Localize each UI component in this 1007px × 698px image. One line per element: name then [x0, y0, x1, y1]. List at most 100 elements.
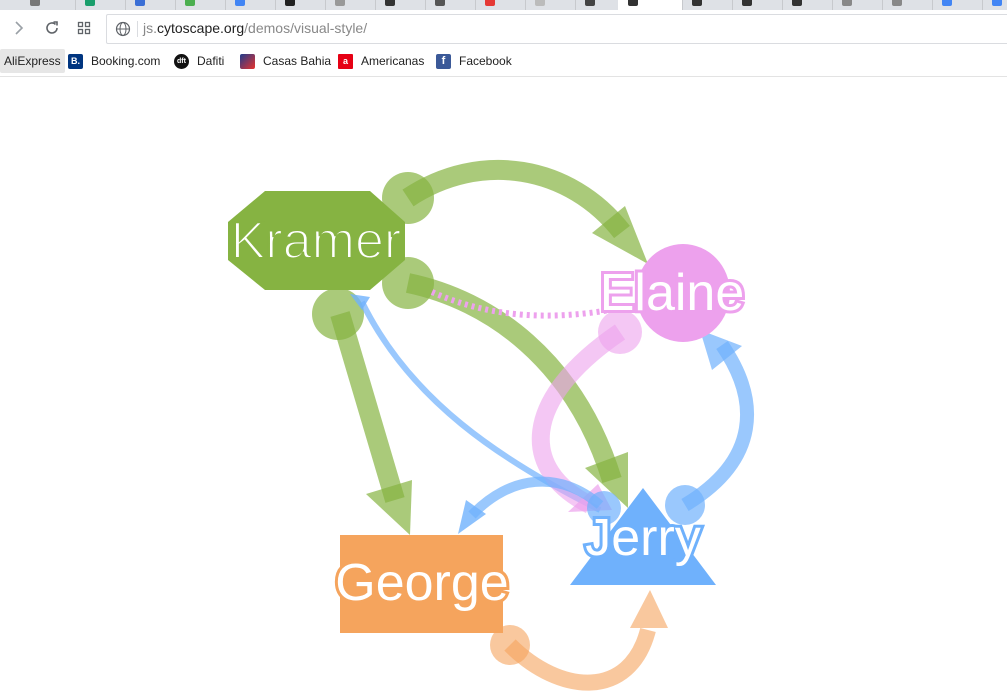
bookmark-label: Dafiti	[197, 54, 225, 68]
bookmark-americanas[interactable]: a Americanas	[338, 49, 424, 73]
edge-kramer-elaine-dotted[interactable]	[430, 289, 611, 319]
jerry-triangle	[570, 488, 716, 585]
edge-kramer-jerry[interactable]	[405, 273, 622, 483]
edge-source-marker	[598, 310, 642, 354]
tab[interactable]	[682, 0, 733, 10]
edges	[312, 159, 754, 691]
bookmark-booking[interactable]: B. Booking.com	[68, 49, 160, 73]
tab-favicon-icon	[285, 0, 295, 6]
edge-arrowhead	[630, 590, 668, 628]
bookmark-aliexpress[interactable]: AliExpress	[0, 49, 65, 73]
edge-source-marker	[665, 485, 705, 525]
tab[interactable]	[982, 0, 1007, 10]
address-bar[interactable]: js.cytoscape.org/demos/visual-style/	[106, 14, 1007, 44]
tab[interactable]	[832, 0, 883, 10]
tab-favicon-icon	[535, 0, 545, 6]
github-icon	[792, 0, 802, 6]
tab[interactable]	[425, 0, 476, 10]
tab[interactable]	[575, 0, 619, 10]
tab[interactable]	[375, 0, 426, 10]
booking-icon: B.	[68, 53, 83, 69]
bookmark-label: Booking.com	[91, 54, 161, 68]
tab-favicon-icon	[435, 0, 445, 6]
tab-favicon-icon	[585, 0, 595, 6]
graph-canvas[interactable]: Kramer Elaine Jerry George	[0, 77, 1007, 698]
tab-favicon-icon	[85, 0, 95, 6]
kramer-octagon	[228, 191, 405, 290]
americanas-icon: a	[338, 53, 353, 69]
tab-favicon-icon	[30, 0, 40, 6]
tab[interactable]	[225, 0, 276, 10]
elaine-ellipse	[636, 244, 730, 342]
bookmark-label: Americanas	[361, 54, 425, 68]
tab-favicon-icon	[992, 0, 1002, 6]
tab[interactable]	[732, 0, 783, 10]
tab-favicon-icon	[385, 0, 395, 6]
tab[interactable]	[20, 0, 76, 10]
chevron-right-icon	[15, 21, 24, 35]
tab[interactable]	[175, 0, 226, 10]
tab-favicon-icon	[335, 0, 345, 6]
edge-source-marker	[382, 257, 434, 309]
bookmark-label: AliExpress	[4, 54, 61, 68]
edge-arrowhead	[700, 330, 742, 370]
tab[interactable]	[75, 0, 126, 10]
edge-source-marker	[312, 288, 364, 340]
tab-favicon-icon	[628, 0, 638, 6]
apps-grid-icon	[77, 21, 91, 35]
casas-bahia-icon	[240, 53, 255, 69]
globe-icon	[115, 21, 131, 37]
tab[interactable]	[782, 0, 833, 10]
forward-button[interactable]	[6, 15, 32, 41]
edge-arrowhead	[592, 206, 648, 264]
tab-favicon-icon	[485, 0, 495, 6]
tab[interactable]	[275, 0, 326, 10]
github-icon	[692, 0, 702, 6]
github-icon	[742, 0, 752, 6]
edge-kramer-elaine[interactable]	[402, 159, 630, 239]
edge-jerry-george[interactable]	[468, 476, 604, 519]
bookmark-facebook[interactable]: f Facebook	[436, 49, 512, 73]
graph-svg[interactable]: Kramer Elaine Jerry George	[0, 77, 1007, 698]
tab-favicon-icon	[135, 0, 145, 6]
node-jerry[interactable]: Jerry	[570, 488, 716, 585]
node-george[interactable]: George	[332, 535, 512, 633]
bookmark-casas-bahia[interactable]: Casas Bahia	[240, 49, 331, 73]
tab-favicon-icon	[892, 0, 902, 6]
node-label-kramer: Kramer	[231, 212, 401, 270]
tab[interactable]	[475, 0, 526, 10]
edge-arrowhead	[350, 294, 370, 310]
edge-george-jerry[interactable]	[504, 627, 656, 691]
tab[interactable]	[325, 0, 376, 10]
tab-favicon-icon	[842, 0, 852, 6]
address-separator	[137, 21, 138, 37]
tab-favicon-icon	[235, 0, 245, 6]
bookmark-dafiti[interactable]: dft Dafiti	[174, 49, 224, 73]
edge-arrowhead	[366, 480, 412, 535]
node-kramer[interactable]: Kramer	[228, 191, 405, 290]
edge-arrowhead	[458, 500, 486, 534]
url-text[interactable]: js.cytoscape.org/demos/visual-style/	[143, 20, 368, 36]
tab[interactable]	[882, 0, 933, 10]
apps-button[interactable]	[71, 15, 97, 41]
facebook-icon: f	[436, 53, 451, 69]
node-elaine[interactable]: Elaine	[597, 244, 747, 342]
reload-icon	[46, 21, 58, 34]
edge-source-marker	[490, 625, 530, 665]
reload-button[interactable]	[39, 15, 65, 41]
edge-arrowhead	[585, 452, 628, 508]
tab-strip	[0, 0, 1007, 10]
edge-jerry-elaine[interactable]	[681, 341, 754, 512]
tab[interactable]	[125, 0, 176, 10]
edge-source-marker	[587, 491, 621, 525]
bookmarks-bar: AliExpress B. Booking.com dft Dafiti Cas…	[0, 46, 1007, 77]
tab[interactable]	[525, 0, 576, 10]
node-label-george: George	[335, 554, 508, 612]
edge-kramer-george[interactable]	[330, 311, 405, 503]
node-label-jerry: Jerry	[585, 509, 701, 567]
tab-active[interactable]	[618, 0, 683, 10]
tab-favicon-icon	[942, 0, 952, 6]
dafiti-icon: dft	[174, 53, 189, 69]
url-host: cytoscape.org	[157, 20, 245, 36]
tab[interactable]	[932, 0, 983, 10]
